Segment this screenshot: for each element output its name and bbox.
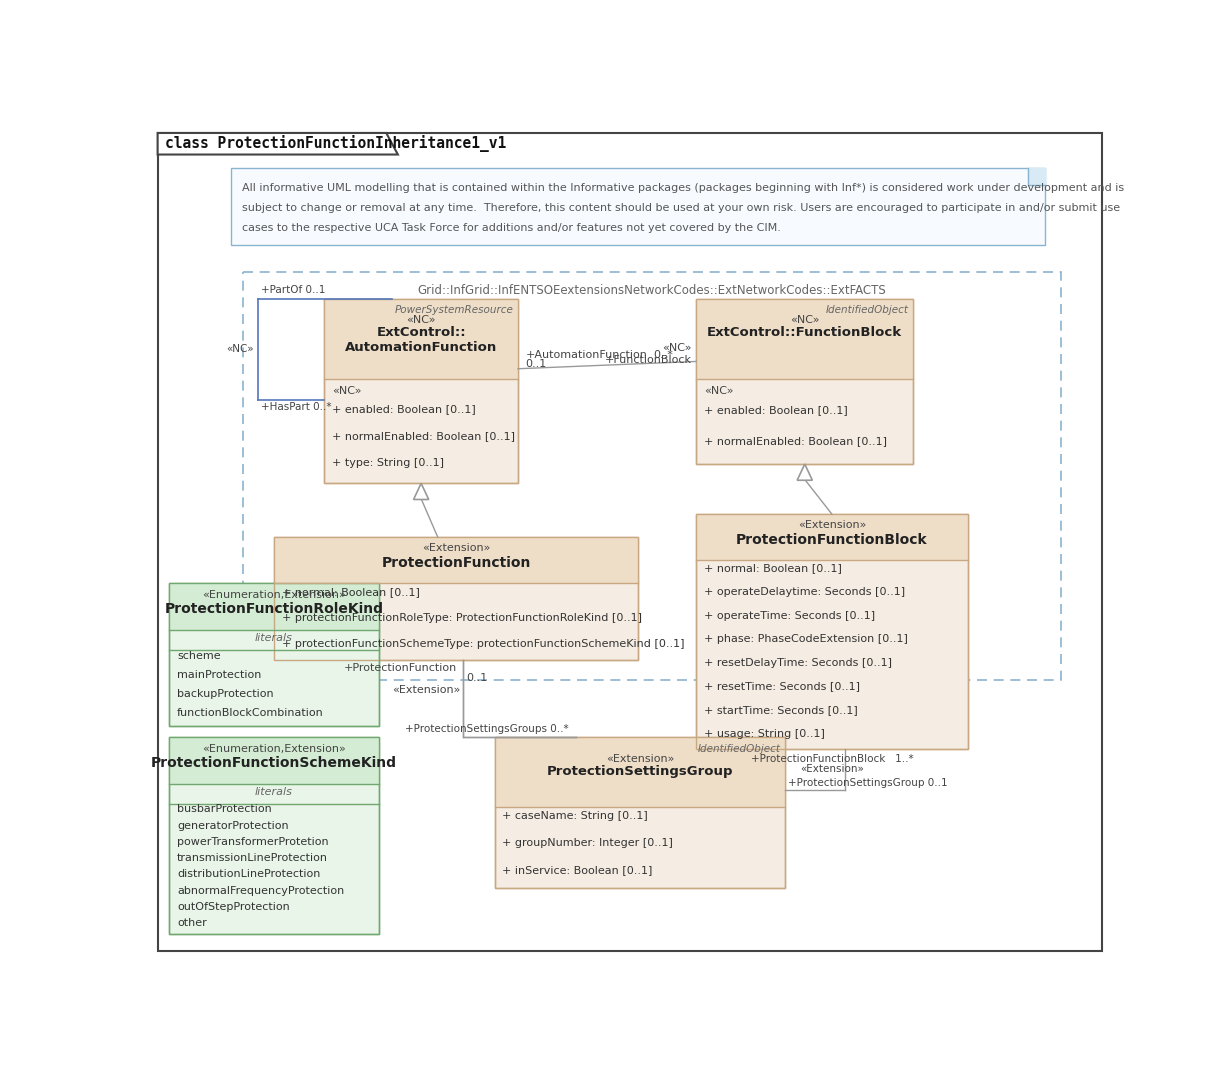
Text: ProtectionFunctionRoleKind: ProtectionFunctionRoleKind bbox=[165, 601, 384, 615]
Text: literals: literals bbox=[255, 633, 293, 642]
Text: +PartOf 0..1: +PartOf 0..1 bbox=[262, 285, 326, 296]
Polygon shape bbox=[1028, 168, 1046, 185]
Text: +ProtectionFunctionBlock   1..*: +ProtectionFunctionBlock 1..* bbox=[750, 753, 913, 764]
Text: 0..*: 0..* bbox=[653, 350, 674, 360]
Bar bbox=[494, 737, 786, 888]
Text: IdentifiedObject: IdentifiedObject bbox=[697, 744, 781, 753]
Text: + resetTime: Seconds [0..1]: + resetTime: Seconds [0..1] bbox=[704, 681, 860, 692]
Text: ProtectionFunctionBlock: ProtectionFunctionBlock bbox=[736, 533, 927, 547]
Text: ProtectionFunction: ProtectionFunction bbox=[381, 555, 530, 569]
Text: + protectionFunctionRoleType: ProtectionFunctionRoleKind [0..1]: + protectionFunctionRoleType: Protection… bbox=[282, 613, 642, 623]
Bar bbox=[170, 583, 379, 629]
Text: + operateTime: Seconds [0..1]: + operateTime: Seconds [0..1] bbox=[704, 611, 875, 621]
Bar bbox=[274, 537, 638, 583]
Text: +ProtectionFunction: +ProtectionFunction bbox=[344, 664, 458, 674]
Bar bbox=[494, 737, 786, 807]
Text: 0..1: 0..1 bbox=[525, 359, 547, 369]
Text: + operateDelaytime: Seconds [0..1]: + operateDelaytime: Seconds [0..1] bbox=[704, 587, 905, 597]
Bar bbox=[170, 737, 379, 934]
Text: ProtectionSettingsGroup: ProtectionSettingsGroup bbox=[547, 765, 733, 778]
Bar bbox=[325, 298, 518, 483]
Polygon shape bbox=[797, 464, 812, 480]
Text: Grid::InfGrid::InfENTSOEextensionsNetworkCodes::ExtNetworkCodes::ExtFACTS: Grid::InfGrid::InfENTSOEextensionsNetwor… bbox=[417, 284, 886, 297]
Text: + type: String [0..1]: + type: String [0..1] bbox=[332, 458, 444, 468]
Text: subject to change or removal at any time.  Therefore, this content should be use: subject to change or removal at any time… bbox=[242, 203, 1121, 213]
Bar bbox=[170, 737, 379, 934]
Text: abnormalFrequencyProtection: abnormalFrequencyProtection bbox=[177, 886, 344, 895]
Text: 0..1: 0..1 bbox=[466, 672, 487, 683]
Bar bbox=[696, 298, 913, 464]
Bar bbox=[170, 583, 379, 726]
Text: «NC»: «NC» bbox=[226, 344, 253, 354]
Text: transmissionLineProtection: transmissionLineProtection bbox=[177, 853, 328, 863]
Text: «Extension»: «Extension» bbox=[422, 543, 491, 553]
Text: «Extension»: «Extension» bbox=[392, 685, 460, 695]
Text: + normalEnabled: Boolean [0..1]: + normalEnabled: Boolean [0..1] bbox=[704, 436, 887, 445]
Text: generatorProtection: generatorProtection bbox=[177, 821, 289, 831]
Text: + enabled: Boolean [0..1]: + enabled: Boolean [0..1] bbox=[332, 404, 476, 414]
Text: busbarProtection: busbarProtection bbox=[177, 805, 272, 815]
Text: distributionLineProtection: distributionLineProtection bbox=[177, 869, 320, 879]
Text: +ProtectionSettingsGroups 0..*: +ProtectionSettingsGroups 0..* bbox=[405, 724, 568, 734]
Text: «NC»: «NC» bbox=[704, 385, 733, 396]
Text: + inService: Boolean [0..1]: + inService: Boolean [0..1] bbox=[503, 865, 653, 875]
Text: ExtControl::FunctionBlock: ExtControl::FunctionBlock bbox=[707, 326, 903, 339]
Text: + phase: PhaseCodeExtension [0..1]: + phase: PhaseCodeExtension [0..1] bbox=[704, 635, 908, 645]
Text: «Extension»: «Extension» bbox=[800, 764, 863, 775]
Text: + caseName: String [0..1]: + caseName: String [0..1] bbox=[503, 811, 648, 821]
Text: other: other bbox=[177, 918, 207, 929]
Text: outOfStepProtection: outOfStepProtection bbox=[177, 902, 290, 912]
Text: All informative UML modelling that is contained within the Informative packages : All informative UML modelling that is co… bbox=[242, 183, 1124, 193]
Text: +HasPart 0..*: +HasPart 0..* bbox=[262, 401, 332, 412]
Bar bbox=[170, 583, 379, 726]
Text: backupProtection: backupProtection bbox=[177, 690, 273, 699]
Text: + resetDelayTime: Seconds [0..1]: + resetDelayTime: Seconds [0..1] bbox=[704, 657, 892, 668]
Text: cases to the respective UCA Task Force for additions and/or features not yet cov: cases to the respective UCA Task Force f… bbox=[242, 223, 781, 233]
Text: ProtectionFunctionSchemeKind: ProtectionFunctionSchemeKind bbox=[151, 756, 397, 770]
Bar bbox=[696, 514, 968, 749]
Bar bbox=[274, 537, 638, 661]
Text: «Enumeration,Extension»: «Enumeration,Extension» bbox=[202, 744, 346, 753]
Text: «Extension»: «Extension» bbox=[606, 754, 674, 764]
Bar bbox=[170, 737, 379, 783]
Text: mainProtection: mainProtection bbox=[177, 670, 261, 680]
Text: powerTransformerProtetion: powerTransformerProtetion bbox=[177, 837, 328, 847]
Text: «Extension»: «Extension» bbox=[798, 521, 866, 530]
Bar bbox=[494, 737, 786, 888]
Bar bbox=[696, 514, 968, 749]
Text: «NC»: «NC» bbox=[662, 342, 691, 353]
Text: + startTime: Seconds [0..1]: + startTime: Seconds [0..1] bbox=[704, 705, 857, 716]
Text: scheme: scheme bbox=[177, 651, 220, 662]
Text: PowerSystemResource: PowerSystemResource bbox=[395, 305, 513, 314]
Text: + normal: Boolean [0..1]: + normal: Boolean [0..1] bbox=[282, 587, 419, 597]
Text: +AutomationFunction: +AutomationFunction bbox=[525, 350, 648, 360]
Bar bbox=[696, 298, 913, 464]
Polygon shape bbox=[157, 133, 397, 155]
Text: +FunctionBlock: +FunctionBlock bbox=[605, 355, 691, 365]
Text: class ProtectionFunctionInheritance1_v1: class ProtectionFunctionInheritance1_v1 bbox=[165, 136, 507, 152]
Text: + normalEnabled: Boolean [0..1]: + normalEnabled: Boolean [0..1] bbox=[332, 431, 515, 441]
Text: + usage: String [0..1]: + usage: String [0..1] bbox=[704, 728, 825, 738]
Text: + groupNumber: Integer [0..1]: + groupNumber: Integer [0..1] bbox=[503, 838, 673, 848]
Bar bbox=[696, 298, 913, 380]
Text: functionBlockCombination: functionBlockCombination bbox=[177, 708, 323, 719]
Text: + normal: Boolean [0..1]: + normal: Boolean [0..1] bbox=[704, 564, 841, 574]
Text: «Enumeration,Extension»: «Enumeration,Extension» bbox=[202, 590, 346, 599]
Polygon shape bbox=[413, 483, 429, 499]
Bar bbox=[325, 298, 518, 483]
Text: ExtControl::
AutomationFunction: ExtControl:: AutomationFunction bbox=[344, 326, 497, 354]
Text: literals: literals bbox=[255, 787, 293, 796]
Text: «NC»: «NC» bbox=[406, 315, 435, 325]
Text: «NC»: «NC» bbox=[332, 385, 362, 396]
Bar bbox=[696, 514, 968, 561]
Bar bbox=[325, 298, 518, 380]
Bar bbox=[231, 168, 1046, 244]
Text: + protectionFunctionSchemeType: protectionFunctionSchemeKind [0..1]: + protectionFunctionSchemeType: protecti… bbox=[282, 639, 684, 649]
Text: «NC»: «NC» bbox=[790, 315, 819, 325]
Text: +ProtectionSettingsGroup 0..1: +ProtectionSettingsGroup 0..1 bbox=[788, 778, 948, 789]
Text: IdentifiedObject: IdentifiedObject bbox=[825, 305, 909, 314]
Bar bbox=[274, 537, 638, 661]
Bar bbox=[242, 271, 1060, 680]
Text: + enabled: Boolean [0..1]: + enabled: Boolean [0..1] bbox=[704, 406, 847, 415]
